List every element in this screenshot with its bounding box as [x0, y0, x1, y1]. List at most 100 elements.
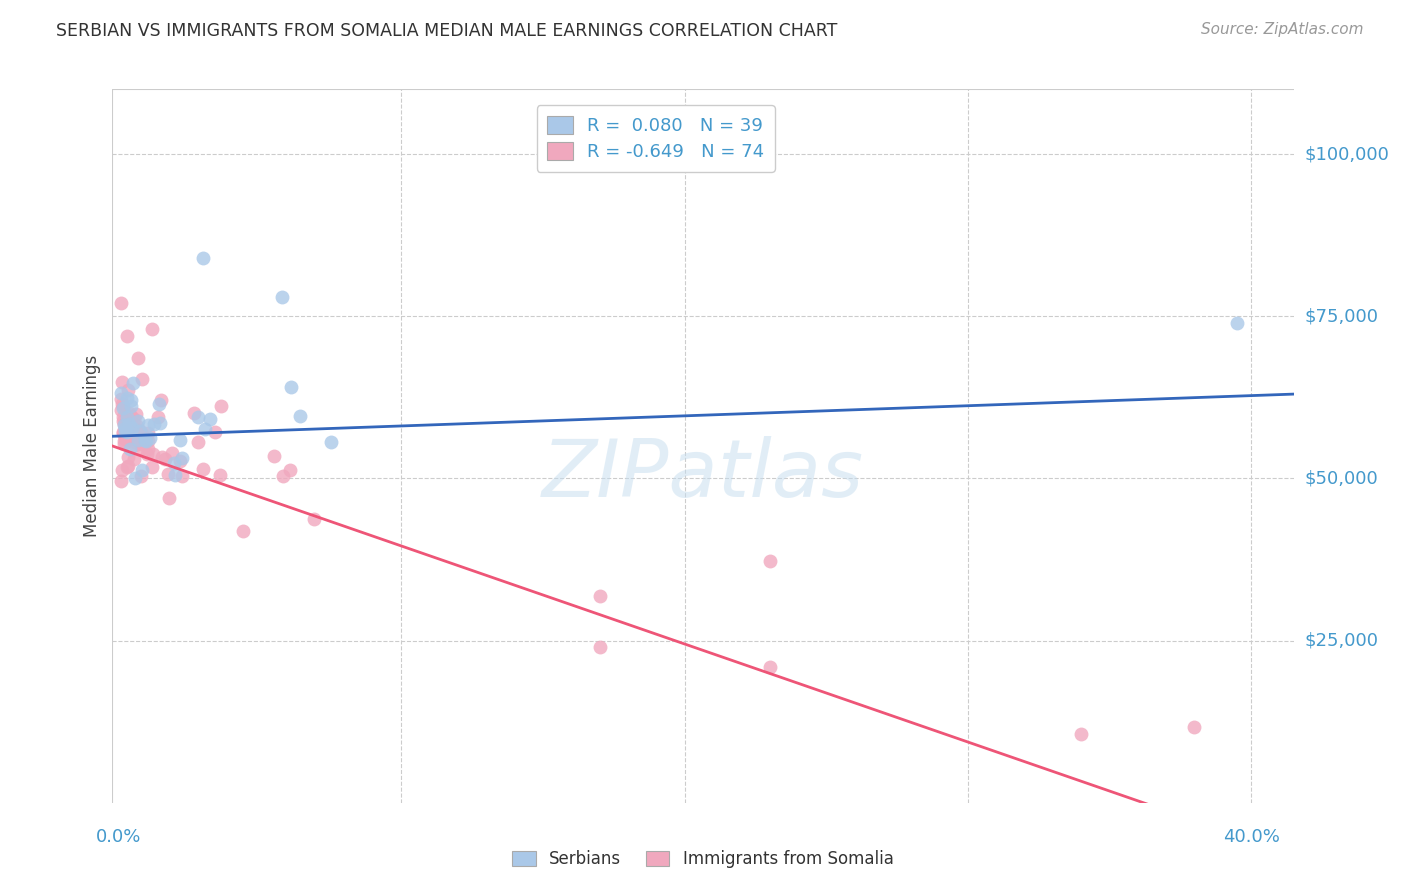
Point — [136, 447, 159, 461]
Point — [117, 459, 139, 474]
Point — [112, 417, 135, 432]
Point — [588, 640, 610, 654]
Point — [148, 410, 170, 425]
Point — [122, 452, 145, 467]
Point — [112, 409, 135, 424]
Point — [124, 422, 146, 436]
Text: Source: ZipAtlas.com: Source: ZipAtlas.com — [1201, 22, 1364, 37]
Point — [280, 380, 302, 394]
Point — [120, 409, 142, 424]
Point — [588, 589, 610, 603]
Point — [169, 433, 191, 447]
Legend: R =  0.080   N = 39, R = -0.649   N = 74: R = 0.080 N = 39, R = -0.649 N = 74 — [537, 105, 775, 172]
Point — [118, 442, 141, 456]
Point — [136, 434, 159, 449]
Text: ZIPatlas: ZIPatlas — [541, 435, 865, 514]
Point — [1070, 727, 1092, 741]
Text: $75,000: $75,000 — [1305, 307, 1379, 326]
Point — [149, 416, 172, 430]
Legend: Serbians, Immigrants from Somalia: Serbians, Immigrants from Somalia — [506, 844, 900, 875]
Point — [191, 251, 214, 265]
Point — [134, 433, 156, 447]
Point — [122, 411, 145, 425]
Point — [198, 412, 221, 426]
Point — [110, 402, 132, 417]
Point — [121, 421, 143, 435]
Point — [170, 469, 193, 483]
Point — [110, 385, 132, 400]
Point — [194, 422, 217, 436]
Point — [231, 524, 253, 538]
Point — [125, 427, 148, 442]
Point — [142, 447, 165, 461]
Point — [149, 392, 172, 407]
Point — [141, 322, 163, 336]
Point — [114, 424, 136, 438]
Point — [127, 414, 149, 428]
Point — [129, 469, 152, 483]
Point — [110, 296, 132, 310]
Point — [136, 425, 159, 440]
Point — [112, 434, 135, 448]
Point — [112, 425, 135, 439]
Point — [280, 463, 302, 477]
Point — [155, 452, 177, 467]
Text: $100,000: $100,000 — [1305, 145, 1389, 163]
Text: $50,000: $50,000 — [1305, 469, 1378, 487]
Point — [121, 428, 143, 442]
Point — [129, 425, 152, 439]
Point — [110, 392, 132, 407]
Point — [111, 414, 134, 428]
Point — [117, 425, 139, 439]
Point — [115, 328, 138, 343]
Point — [131, 372, 153, 386]
Point — [143, 417, 166, 432]
Point — [129, 424, 152, 438]
Point — [319, 435, 342, 450]
Point — [136, 442, 159, 456]
Point — [124, 471, 146, 485]
Point — [156, 467, 179, 481]
Point — [204, 425, 226, 440]
Point — [302, 512, 325, 526]
Point — [114, 421, 136, 435]
Point — [124, 407, 146, 421]
Point — [138, 431, 160, 445]
Point — [191, 462, 214, 476]
Point — [758, 659, 780, 673]
Point — [112, 399, 135, 413]
Point — [148, 397, 170, 411]
Point — [165, 467, 187, 482]
Point — [209, 399, 232, 413]
Point — [290, 409, 312, 423]
Point — [170, 451, 193, 466]
Point — [124, 437, 146, 451]
Point — [122, 376, 145, 391]
Point — [138, 418, 160, 433]
Point — [118, 405, 141, 419]
Point — [263, 449, 285, 463]
Point — [157, 491, 180, 505]
Text: SERBIAN VS IMMIGRANTS FROM SOMALIA MEDIAN MALE EARNINGS CORRELATION CHART: SERBIAN VS IMMIGRANTS FROM SOMALIA MEDIA… — [56, 22, 838, 40]
Point — [112, 436, 135, 450]
Point — [129, 436, 152, 450]
Point — [187, 434, 209, 449]
Point — [111, 426, 134, 441]
Point — [117, 450, 139, 464]
Point — [118, 417, 141, 431]
Point — [111, 397, 134, 411]
Point — [273, 469, 295, 483]
Point — [120, 393, 142, 408]
Point — [120, 423, 142, 437]
Point — [163, 456, 186, 470]
Point — [115, 410, 138, 425]
Point — [124, 432, 146, 446]
Point — [1182, 720, 1205, 734]
Point — [117, 383, 139, 397]
Point — [111, 376, 134, 390]
Point — [127, 433, 149, 447]
Point — [183, 406, 205, 420]
Point — [125, 419, 148, 434]
Point — [1226, 316, 1249, 330]
Point — [131, 442, 153, 456]
